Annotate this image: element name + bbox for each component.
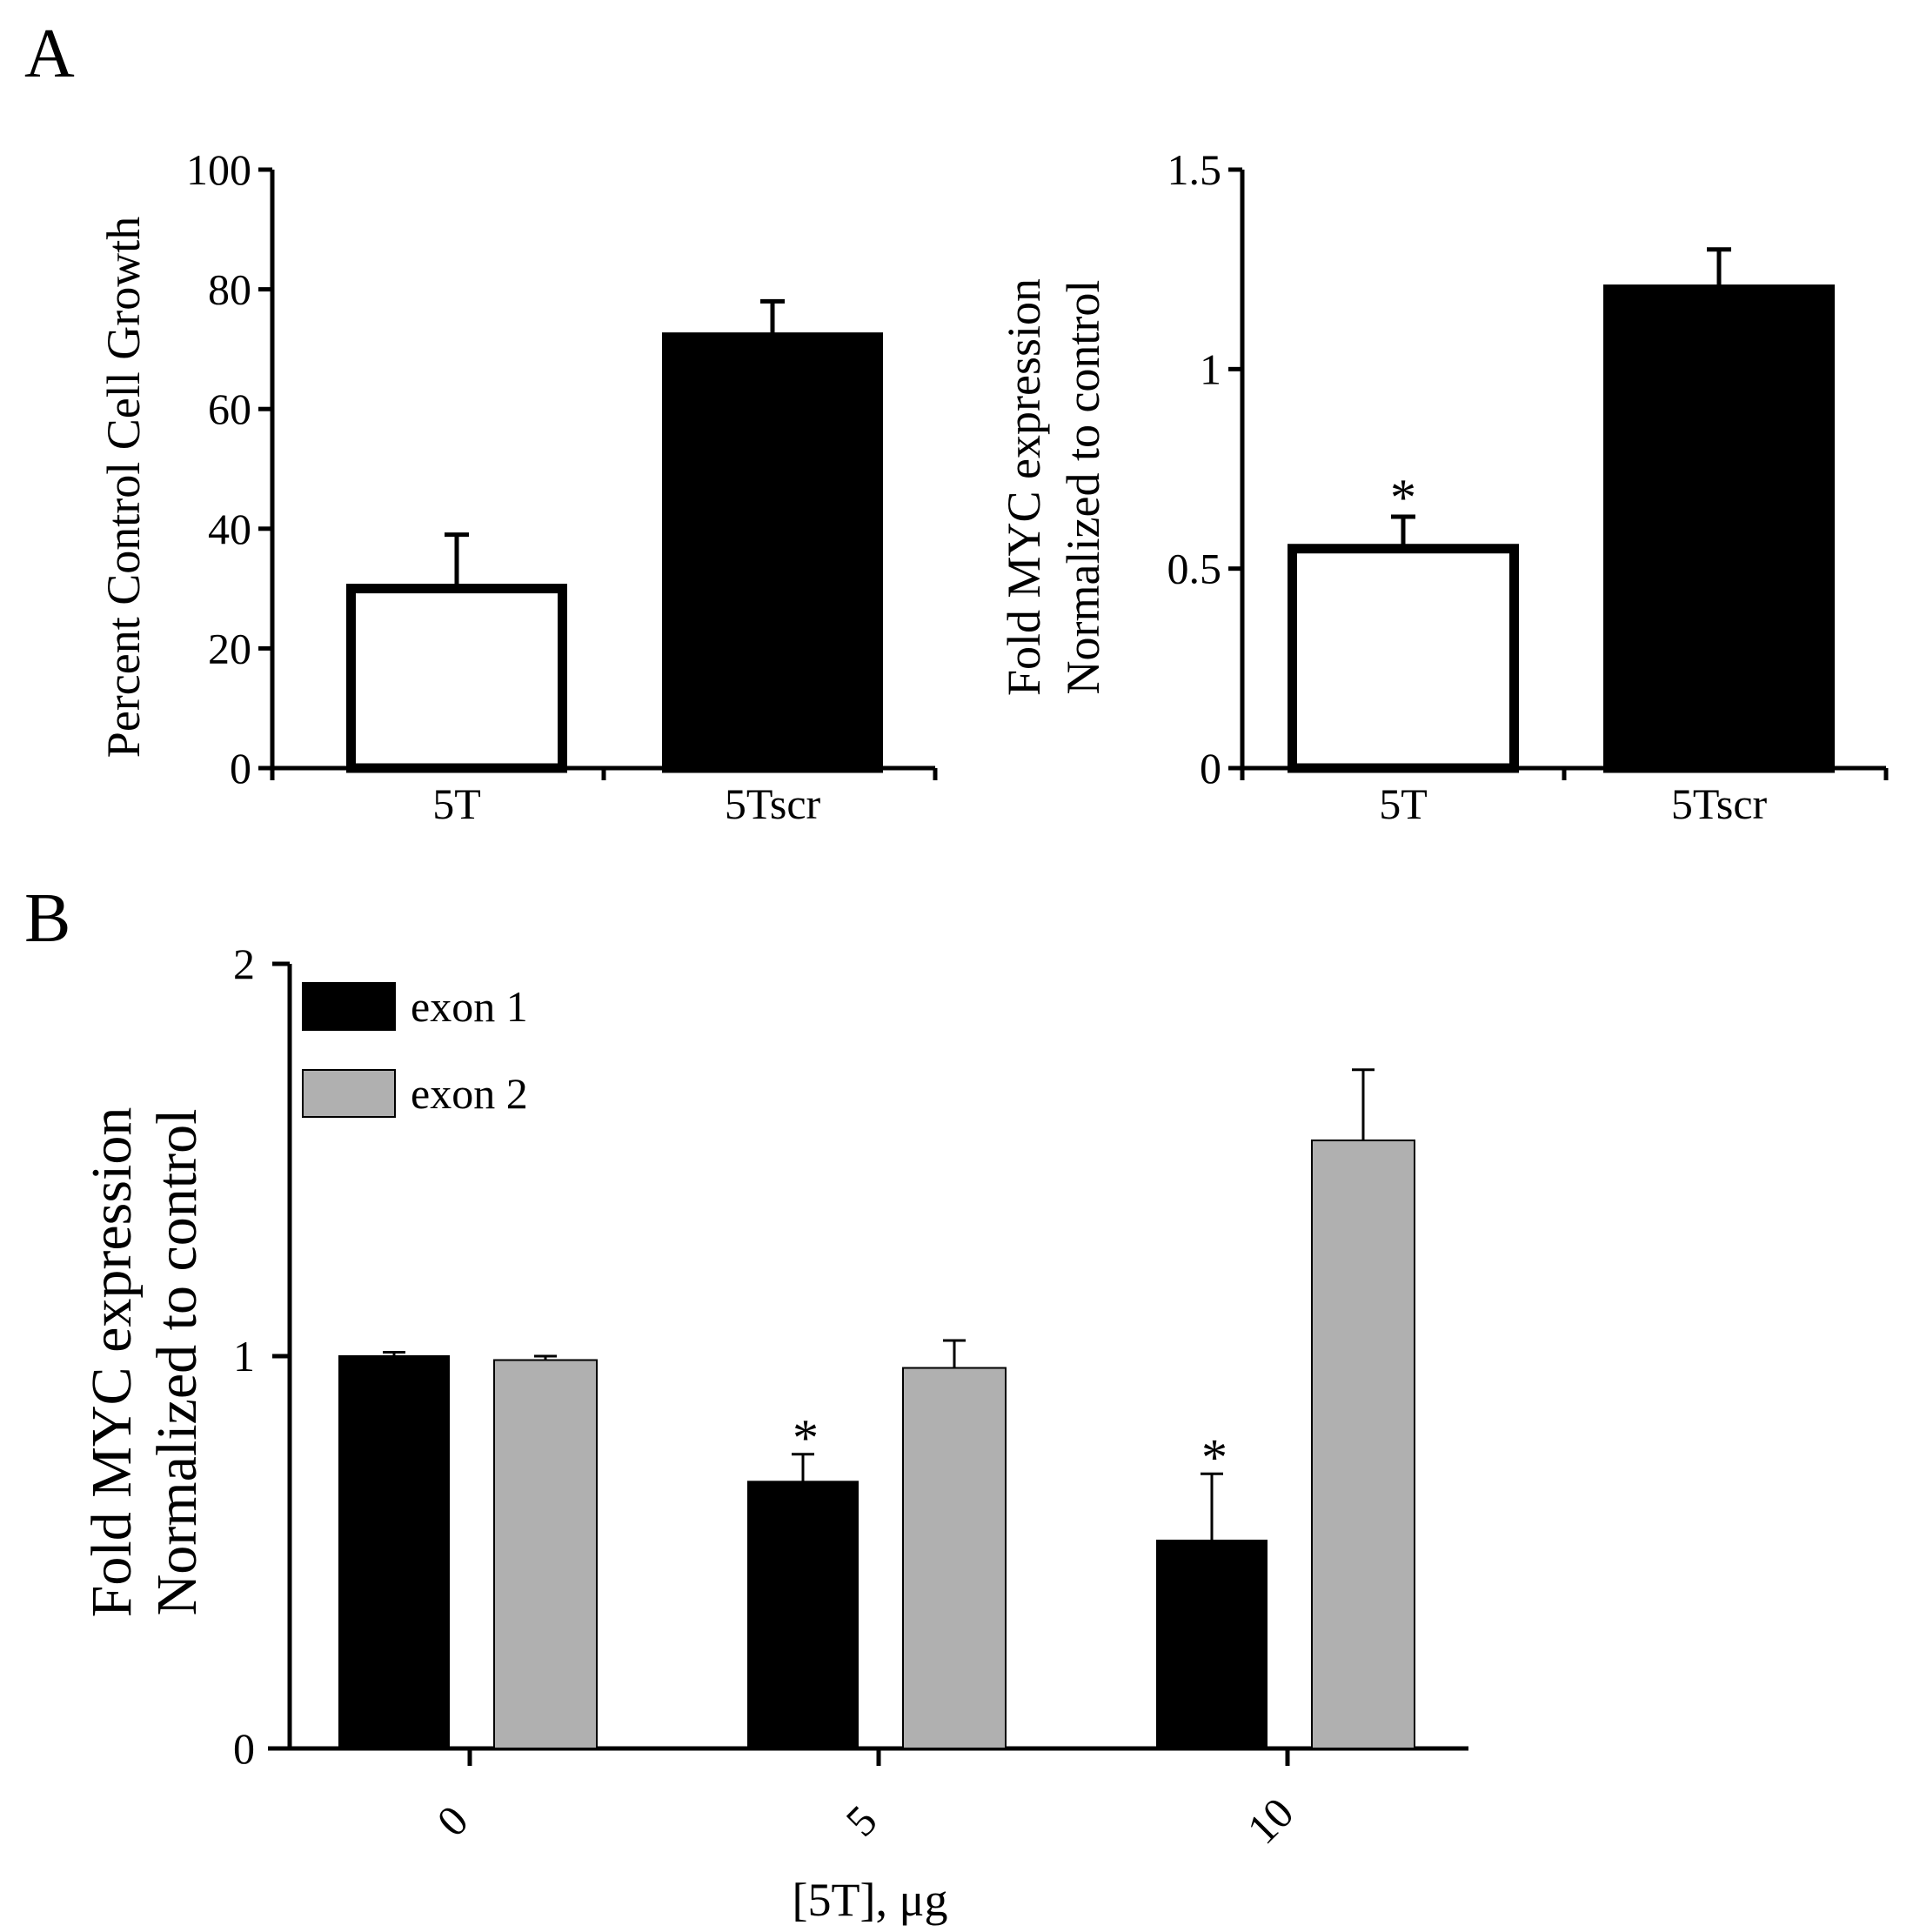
y-tick-label: 0 <box>1200 744 1221 792</box>
panel-label-b: B <box>24 880 70 957</box>
legend-swatch <box>302 982 396 1031</box>
y-tick-label: 0.5 <box>1167 545 1222 593</box>
legend-label: exon 2 <box>411 1069 528 1118</box>
bar-exon-2 <box>493 1359 598 1749</box>
x-tick-label: 5Tscr <box>725 779 821 828</box>
bar <box>1603 284 1835 773</box>
x-tick-label: 5 <box>836 1795 886 1845</box>
y-tick-label: 20 <box>208 624 251 672</box>
y-tick-label: 0 <box>233 1724 255 1773</box>
legend-label: exon 1 <box>411 982 528 1031</box>
chart-myc-expression: 0 0.5 1 1.5 * 5T 5Tscr Fold MYC expression Norma… <box>998 145 1889 828</box>
y-tick-label: 40 <box>208 505 251 553</box>
x-axis-label: [5T], μg <box>793 1874 948 1926</box>
y-tick-label: 1 <box>1200 344 1221 393</box>
y-axis-label: Normalized to control <box>145 1109 209 1616</box>
x-tick-label: 5T <box>1379 779 1428 828</box>
bar <box>662 332 883 773</box>
y-axis-label: Fold MYC expression <box>80 1107 144 1618</box>
significance-marker: * <box>1390 469 1416 526</box>
y-tick-label: 60 <box>208 384 251 433</box>
y-tick-label: 100 <box>186 145 251 194</box>
y-tick-label: 2 <box>233 939 255 988</box>
y-tick-label: 0 <box>230 744 251 792</box>
bar-exon-1 <box>747 1481 859 1749</box>
y-axis-label: Normalized to control <box>1057 280 1109 695</box>
y-tick-label: 80 <box>208 265 251 314</box>
bar-exon-2 <box>902 1367 1007 1750</box>
chart-myc-exon-dose: 0 1 2 0 5 10 * * exon 1 exon 2 Fold MYC expression… <box>80 939 1468 1926</box>
x-tick-label: 5T <box>432 779 481 828</box>
bar-exon-1 <box>338 1355 450 1749</box>
y-tick-label: 1 <box>233 1332 255 1380</box>
significance-marker: * <box>793 1409 819 1467</box>
x-tick-label: 10 <box>1238 1788 1303 1854</box>
panel-label-a: A <box>24 16 75 92</box>
bar-exon-1 <box>1156 1539 1268 1749</box>
x-tick-label: 5Tscr <box>1671 779 1768 828</box>
y-axis-label: Fold MYC expression <box>998 278 1050 696</box>
y-tick-label: 1.5 <box>1167 145 1222 194</box>
legend-swatch <box>302 1069 396 1118</box>
bar-exon-2 <box>1311 1139 1415 1749</box>
y-axis-label: Percent Control Cell Growth <box>97 217 150 758</box>
x-tick-label: 0 <box>427 1795 477 1845</box>
chart-cell-growth: 0 20 40 60 80 100 5T 5Tscr Percent Control Cell … <box>97 145 938 828</box>
bar <box>346 584 567 773</box>
bar <box>1288 544 1519 773</box>
significance-marker: * <box>1201 1428 1227 1486</box>
